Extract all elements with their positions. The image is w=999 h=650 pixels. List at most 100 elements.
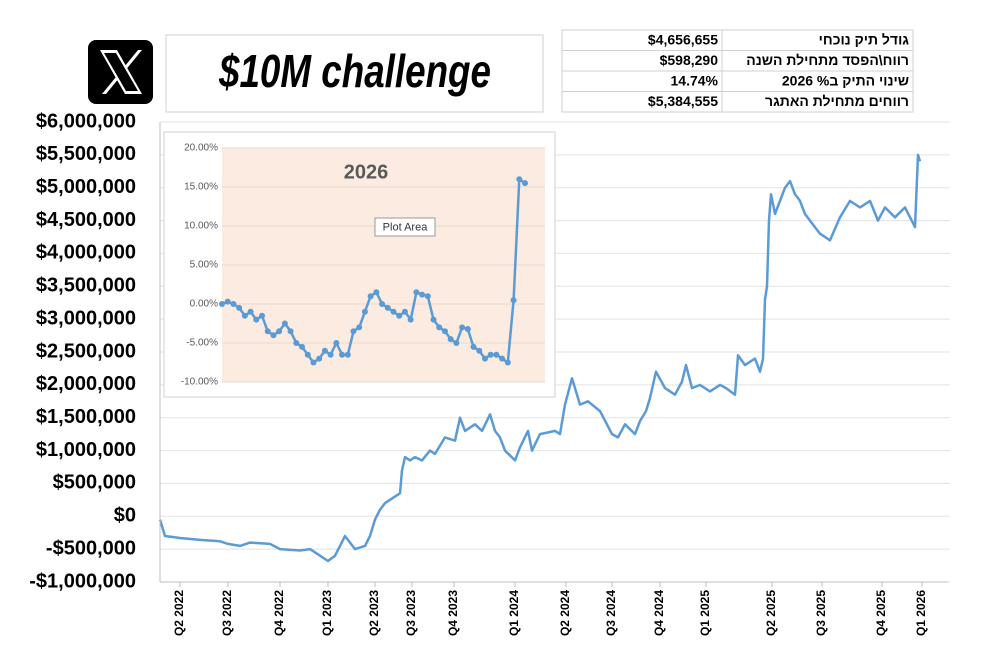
y-tick-label: $500,000 [53,472,136,494]
y-tick-label: 20.00% [184,143,218,154]
table-label: רווח\הפסד מתחילת השנה [746,52,909,68]
point-marker [350,328,357,335]
point-marker [333,340,340,346]
table-value: $598,290 [660,52,719,68]
y-tick-label: $2,500,000 [36,340,136,362]
point-marker [281,320,288,327]
title-box [165,34,544,113]
point-marker [230,301,237,307]
point-marker [407,316,414,323]
point-marker [441,328,448,335]
point-marker [247,308,254,315]
x-tick-label: Q2 2023 [367,590,381,636]
y-tick-label: 10.00% [184,221,218,232]
point-marker [487,351,494,358]
point-marker [493,351,500,358]
y-tick-label: -5.00% [186,338,218,349]
point-marker [424,293,431,300]
point-marker [241,312,248,319]
point-marker [236,304,243,311]
point-marker [516,176,523,183]
inset-chart: -10.00% -5.00% 0.00% 5.00% 10.00% 15.00% 20.00… [163,131,556,398]
series-line [158,153,922,563]
point-marker [299,343,306,350]
x-tick-label: Q4 2022 [272,590,286,636]
point-marker [384,304,391,311]
y-tick-label: $3,000,000 [36,307,136,329]
table-label: רווחים מתחילת האתגר [765,93,909,109]
x-tick-label: Q3 2024 [604,590,618,636]
x-tick-label: Q4 2024 [652,590,666,636]
x-tick-label: Q1 2025 [698,590,712,636]
point-marker [356,324,363,331]
point-marker [339,351,346,358]
point-marker [510,297,517,304]
point-marker [259,312,266,319]
tooltip: Plot Area [383,221,429,233]
y-tick-label: -$1,000,000 [29,570,136,592]
point-marker [373,289,380,296]
table-label: גודל תיק נוכחי [819,32,910,48]
x-tick-label: Q3 2025 [814,590,828,636]
x-tick-label: Q1 2026 [914,590,928,636]
table-cell [721,91,914,113]
point-marker [436,324,443,331]
main-chart: -$1,000,000 -$500,000 $0 $500,000 $1,000,000… [29,110,950,636]
point-marker [270,332,277,339]
table-value: 14.74% [671,73,719,89]
y-tick-label: -10.00% [181,377,218,388]
point-marker [464,325,471,332]
y-tick-label: $1,500,000 [36,406,136,428]
y-tick-label: $6,000,000 [36,110,136,132]
point-marker [504,359,511,366]
y-tick-label: $4,500,000 [36,209,136,231]
point-marker [316,355,323,362]
point-marker [344,351,351,358]
x-tick-label: Q3 2023 [404,590,418,636]
point-marker [459,324,466,331]
point-marker [264,328,271,335]
x-tick-label: Q2 2025 [764,590,778,636]
stats-table: $4,656,655 גודל תיק נוכחי $598,290 רווח\הפס… [561,29,914,113]
point-marker [224,298,231,305]
x-tick-label: Q1 2023 [320,590,334,636]
x-tick-label: Q2 2024 [558,590,572,636]
point-marker [401,308,408,315]
point-marker [310,359,317,366]
page-title: $10M challenge [218,45,491,97]
y-tick-label: 0.00% [190,299,218,310]
inset-title: 2026 [344,161,389,183]
y-tick-label: $0 [114,505,136,527]
x-logo-glyph-inner [104,53,138,91]
point-marker [481,355,488,362]
y-tick-label: -$500,000 [46,537,136,559]
point-marker [499,355,506,362]
point-marker [470,343,477,350]
point-marker [327,351,334,358]
y-tick-label: $3,500,000 [36,275,136,297]
y-tick-label: $5,500,000 [36,143,136,165]
y-tick-label: 15.00% [184,182,218,193]
point-marker [276,328,283,335]
point-marker [413,289,420,296]
point-marker [361,308,368,315]
table-value: $4,656,655 [648,32,718,48]
point-marker [293,340,300,346]
y-tick-label: 5.00% [190,260,218,271]
point-marker [390,308,397,315]
y-tick-label: $4,000,000 [36,242,136,264]
point-marker [367,293,374,300]
point-marker [321,347,328,354]
x-tick-label: Q1 2024 [507,590,521,636]
y-tick-label: $1,000,000 [36,439,136,461]
point-marker [476,347,483,354]
table-label: שינוי התיק ב% 2026 [782,73,909,89]
point-marker [379,301,386,307]
point-marker [430,316,437,323]
point-marker [253,316,260,323]
point-marker [522,180,528,187]
point-marker [219,301,225,307]
point-marker [453,340,460,346]
y-tick-label: $2,000,000 [36,373,136,395]
